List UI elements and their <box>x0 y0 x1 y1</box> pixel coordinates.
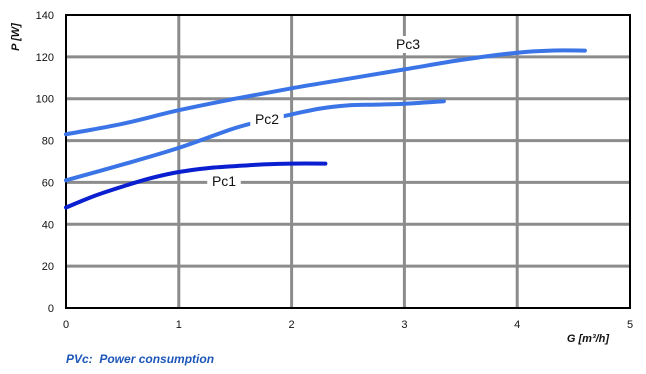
y-tick-label: 100 <box>36 94 54 106</box>
caption: PVc: Power consumption <box>66 352 215 366</box>
x-axis-title: G [m³/h] <box>567 333 609 345</box>
series-labels: Pc1 Pc2 Pc3 <box>207 36 425 190</box>
series-label-pc1: Pc1 <box>212 173 236 189</box>
series-label-pc3: Pc3 <box>396 36 420 52</box>
y-tick-label: 40 <box>42 219 54 231</box>
series-line-pc2 <box>64 99 446 183</box>
series-line-pc3 <box>64 48 587 137</box>
x-tick-label: 2 <box>289 319 295 331</box>
x-tick-label: 4 <box>514 319 520 331</box>
y-tick-label: 80 <box>42 136 54 148</box>
axes <box>65 14 631 309</box>
x-tick-label: 3 <box>401 319 407 331</box>
series-label-pc2: Pc2 <box>255 111 279 127</box>
y-tick-label: 140 <box>36 10 54 22</box>
grid-lines <box>66 15 630 308</box>
series-line-pc1 <box>64 161 328 210</box>
tick-labels: 0 1 2 3 4 5 0 20 40 60 80 100 120 140 <box>36 10 633 331</box>
y-tick-label: 60 <box>42 177 54 189</box>
x-tick-label: 1 <box>176 319 182 331</box>
series-label-bg <box>207 173 241 190</box>
plot-frame <box>65 14 631 309</box>
x-tick-label: 0 <box>63 319 69 331</box>
y-axis-title: P [W] <box>10 23 22 51</box>
series-lines <box>64 48 587 210</box>
series-label-bg <box>391 36 425 53</box>
y-tick-label: 0 <box>48 303 54 315</box>
x-tick-label: 5 <box>627 319 633 331</box>
y-tick-label: 120 <box>36 52 54 64</box>
series-label-bg <box>250 111 284 128</box>
y-tick-label: 20 <box>42 261 54 273</box>
